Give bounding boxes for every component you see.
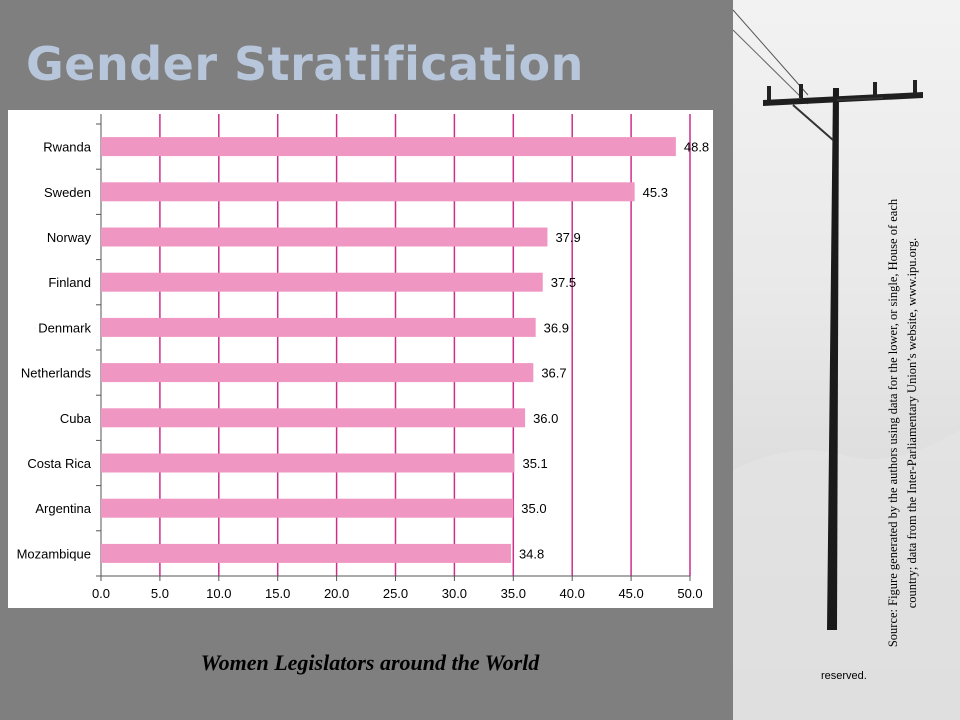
telephone-pole-image [733, 9, 960, 720]
x-tick-label: 15.0 [265, 586, 290, 601]
source-note: Source: Figure generated by the authors … [886, 198, 919, 648]
x-tick-label: 45.0 [618, 586, 643, 601]
data-label: 48.8 [684, 140, 709, 155]
x-tick-label: 0.0 [92, 586, 110, 601]
x-tick-label: 30.0 [442, 586, 467, 601]
data-label: 35.1 [522, 456, 547, 471]
category-label: Argentina [35, 501, 91, 516]
bar [101, 453, 515, 473]
data-label: 36.0 [533, 411, 558, 426]
bar [101, 317, 536, 337]
bar [101, 227, 548, 247]
bar [101, 543, 511, 563]
category-label: Netherlands [21, 366, 92, 381]
category-label: Rwanda [43, 140, 91, 155]
data-label: 37.9 [555, 230, 580, 245]
category-label: Sweden [44, 185, 91, 200]
data-label: 45.3 [643, 185, 668, 200]
x-tick-label: 40.0 [560, 586, 585, 601]
x-tick-label: 10.0 [206, 586, 231, 601]
x-tick-label: 25.0 [383, 586, 408, 601]
reserved-note: reserved. [821, 670, 867, 682]
category-label: Costa Rica [27, 456, 91, 471]
data-label: 37.5 [551, 275, 576, 290]
slide-title: Gender Stratification [26, 37, 584, 91]
bar [101, 363, 534, 383]
bar [101, 408, 526, 428]
bar [101, 182, 635, 202]
x-tick-label: 20.0 [324, 586, 349, 601]
data-label: 36.9 [544, 320, 569, 335]
category-label: Cuba [60, 411, 92, 426]
bar [101, 498, 514, 518]
bar-chart: 0.0 5.0 10.0 15.0 20.0 25.0 30.0 35.0 40.0 45.0 50… [17, 114, 709, 601]
bar [101, 137, 676, 157]
telephone-pole-photo [733, 0, 960, 720]
bar [101, 272, 543, 292]
category-label: Finland [48, 275, 91, 290]
data-label: 34.8 [519, 546, 544, 561]
x-tick-label: 5.0 [151, 586, 169, 601]
category-label: Mozambique [17, 546, 91, 561]
chart-panel: 0.0 5.0 10.0 15.0 20.0 25.0 30.0 35.0 40.0 45.0 50… [8, 110, 713, 608]
category-label: Denmark [38, 320, 91, 335]
chart-caption: Women Legislators around the World [200, 650, 540, 675]
x-tick-label: 35.0 [501, 586, 526, 601]
category-label: Norway [47, 230, 92, 245]
data-label: 36.7 [541, 366, 566, 381]
data-label: 35.0 [521, 501, 546, 516]
x-tick-label: 50.0 [677, 586, 702, 601]
